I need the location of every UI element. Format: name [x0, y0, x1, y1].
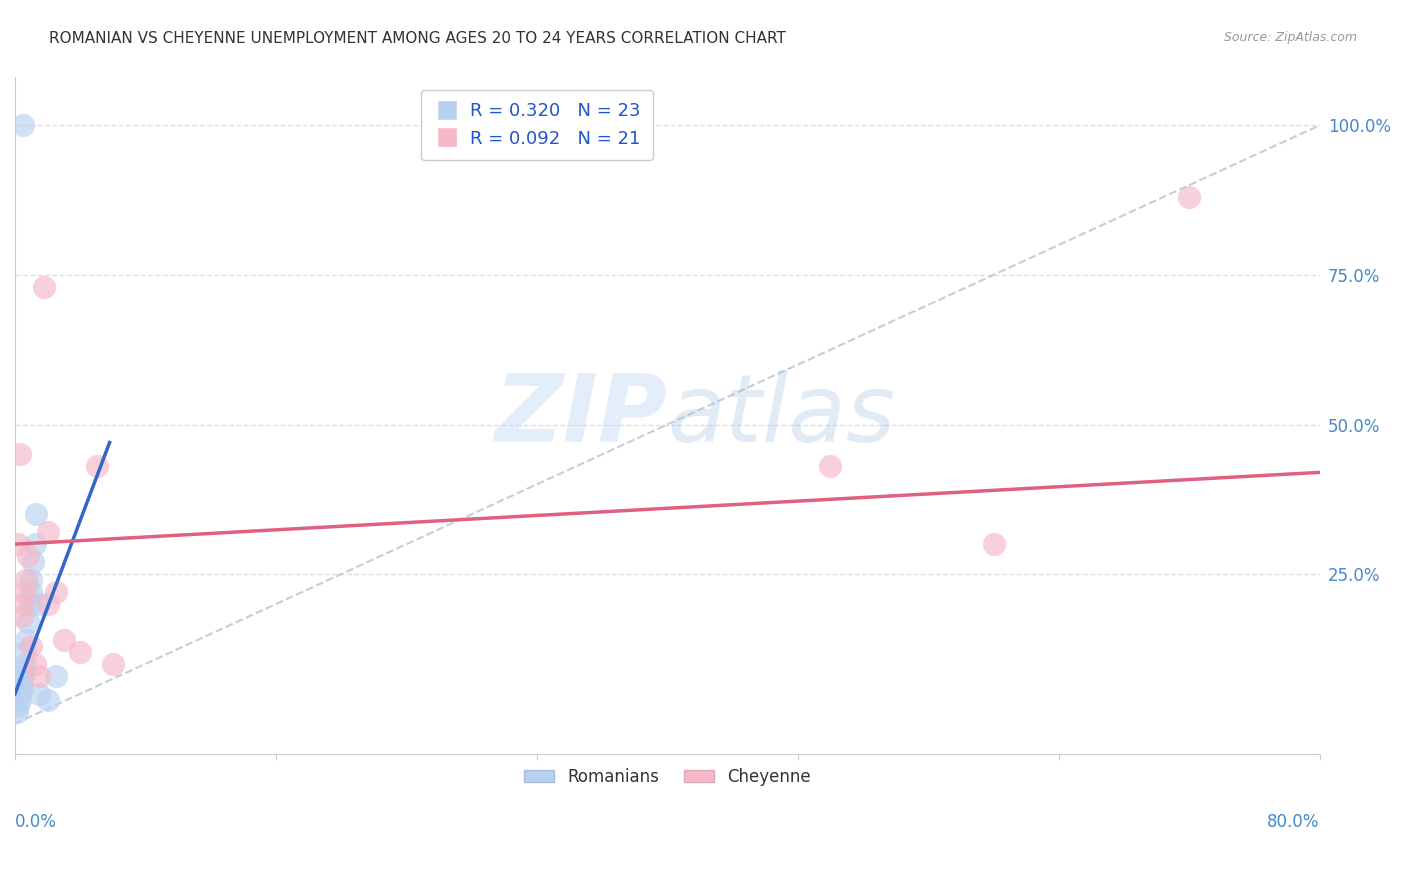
Point — [25, 508, 48, 522]
Point — [7, 537, 30, 551]
Point — [8, 692, 31, 706]
Point — [983, 537, 1005, 551]
Point — [10, 609, 32, 624]
Point — [14, 645, 37, 659]
Point — [6, 705, 28, 719]
Text: 80.0%: 80.0% — [1267, 814, 1320, 831]
Point — [17, 549, 39, 563]
Point — [11, 597, 34, 611]
Point — [15, 632, 38, 647]
Point — [14, 585, 37, 599]
Point — [11, 663, 34, 677]
Point — [101, 657, 124, 671]
Point — [45, 585, 67, 599]
Point — [10, 681, 32, 695]
Point — [52, 632, 75, 647]
Point — [37, 597, 59, 611]
Point — [20, 573, 42, 587]
Point — [28, 687, 51, 701]
Point — [24, 537, 46, 551]
Point — [24, 657, 46, 671]
Point — [820, 459, 842, 474]
Point — [11, 118, 34, 132]
Point — [86, 459, 108, 474]
Point — [17, 615, 39, 629]
Point — [28, 597, 51, 611]
Point — [15, 573, 38, 587]
Text: ROMANIAN VS CHEYENNE UNEMPLOYMENT AMONG AGES 20 TO 24 YEARS CORRELATION CHART: ROMANIAN VS CHEYENNE UNEMPLOYMENT AMONG … — [49, 31, 786, 46]
Point — [37, 525, 59, 540]
Point — [7, 698, 30, 713]
Point — [45, 669, 67, 683]
Point — [10, 674, 32, 689]
Point — [8, 447, 31, 461]
Text: atlas: atlas — [668, 370, 896, 461]
Point — [28, 669, 51, 683]
Point — [21, 555, 44, 569]
Point — [8, 687, 31, 701]
Text: Source: ZipAtlas.com: Source: ZipAtlas.com — [1223, 31, 1357, 45]
Point — [11, 669, 34, 683]
Point — [18, 597, 41, 611]
Point — [20, 639, 42, 653]
Point — [20, 585, 42, 599]
Text: ZIP: ZIP — [495, 369, 668, 461]
Legend: Romanians, Cheyenne: Romanians, Cheyenne — [517, 761, 817, 793]
Point — [37, 692, 59, 706]
Text: 0.0%: 0.0% — [15, 814, 56, 831]
Point — [1178, 190, 1201, 204]
Point — [34, 280, 56, 294]
Point — [69, 645, 91, 659]
Point — [14, 657, 37, 671]
